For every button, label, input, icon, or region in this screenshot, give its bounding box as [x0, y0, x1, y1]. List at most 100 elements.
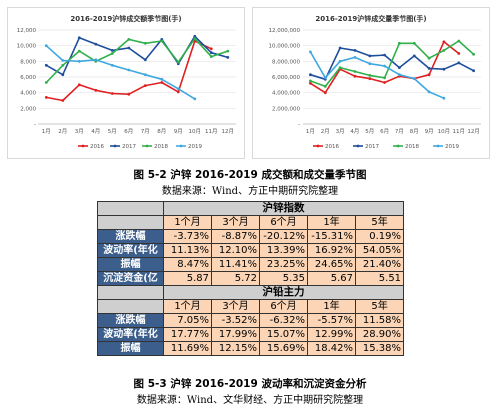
- data-point: [383, 76, 386, 80]
- data-point: [209, 47, 213, 51]
- column-header: 1年: [307, 215, 356, 230]
- table-cell: 5.51: [354, 271, 405, 286]
- data-point: [160, 39, 164, 43]
- data-point: [442, 49, 446, 52]
- table-section-header: 沪锌指数: [97, 201, 405, 216]
- row-label: 波动率(年化: [97, 243, 164, 258]
- x-tick-label: 5月: [365, 128, 374, 135]
- x-tick-label: 11月: [205, 128, 218, 135]
- data-point: [457, 61, 461, 65]
- table-cell: 15.07%: [259, 327, 308, 342]
- figure-5-3-source: 数据来源：Wind、文华财经、方正中期研究院整理: [136, 395, 364, 406]
- table-row: 波动率(年化 11.13% 12.10% 13.39% 16.92% 54.05…: [97, 243, 405, 258]
- row-label: 振幅: [97, 341, 164, 356]
- data-point: [209, 51, 213, 55]
- data-point: [353, 74, 357, 78]
- x-tick-label: 5月: [108, 128, 117, 135]
- column-header: 1年: [307, 299, 356, 314]
- data-point: [353, 56, 357, 59]
- table-cell: 5.72: [211, 271, 260, 286]
- legend-marker: [113, 144, 117, 148]
- y-tick-label: -: [34, 122, 36, 128]
- figure-5-3-caption: 图 5-3 沪锌 2016-2019 波动率和沉淀资金分析: [133, 378, 367, 390]
- table-cell: 15.38%: [354, 341, 405, 356]
- data-point: [472, 69, 475, 73]
- table-cell: 11.58%: [354, 313, 405, 328]
- x-tick-label: 1月: [306, 128, 315, 135]
- x-tick-label: 6月: [380, 128, 389, 135]
- column-header: 5年: [354, 299, 405, 314]
- table-column-header-row: 1个月 3个月 6个月 1年 5年: [97, 299, 405, 314]
- chart-title: 2016-2019沪锌成交量季节图(手): [315, 14, 426, 23]
- data-point: [209, 55, 213, 58]
- data-point: [143, 58, 147, 62]
- legend-label: 2019: [188, 144, 202, 150]
- data-point: [110, 52, 114, 55]
- data-point: [368, 77, 372, 80]
- x-tick-label: 3月: [336, 128, 345, 135]
- data-point: [368, 74, 372, 77]
- data-point: [77, 49, 81, 53]
- legend-marker: [316, 144, 320, 148]
- table-cell: 12.10%: [211, 243, 260, 258]
- data-point: [412, 54, 416, 58]
- table-cell: 7.05%: [163, 313, 212, 328]
- table-cell: 11.41%: [211, 257, 260, 272]
- table-row: 振幅 11.69% 12.15% 15.69% 18.42% 15.38%: [97, 341, 405, 356]
- data-point: [412, 41, 416, 45]
- table-cell: -3.52%: [211, 313, 260, 328]
- column-header: 6个月: [259, 215, 308, 230]
- table-cell: 5.67: [307, 271, 356, 286]
- table-cell: 17.99%: [211, 327, 260, 342]
- figure-5-2-source: 数据来源：Wind、方正中期研究院整理: [161, 186, 339, 197]
- legend-label: 2017: [122, 144, 136, 150]
- data-point: [44, 81, 48, 84]
- table-cell: 8.47%: [163, 257, 212, 272]
- legend-marker: [356, 144, 360, 148]
- series-line-2019: [45, 45, 196, 100]
- data-point: [309, 73, 312, 77]
- x-tick-label: 9月: [425, 128, 434, 135]
- data-point: [44, 63, 48, 67]
- data-point: [226, 49, 230, 53]
- x-tick-label: 12月: [467, 128, 480, 135]
- data-point: [160, 77, 164, 81]
- table-cell: 13.39%: [259, 243, 308, 258]
- table-cell: 12.99%: [307, 327, 356, 342]
- x-tick-label: 3月: [75, 128, 84, 135]
- data-point: [427, 67, 431, 70]
- data-point: [193, 97, 197, 101]
- data-point: [61, 59, 65, 62]
- data-point: [160, 81, 164, 84]
- data-point: [127, 68, 131, 72]
- table-corner-cell: [97, 201, 164, 216]
- figure-5-2-caption: 图 5-2 沪锌 2016-2019 成交额和成交量季节图: [133, 169, 367, 181]
- table-cell: 24.65%: [307, 257, 356, 272]
- data-point: [353, 49, 357, 52]
- data-point: [323, 91, 327, 95]
- y-tick-label: 4,000,000: [272, 91, 300, 97]
- data-point: [127, 46, 131, 50]
- data-point: [442, 40, 446, 44]
- y-tick-label: 8,000,000: [272, 59, 300, 65]
- data-point: [472, 52, 475, 56]
- data-point: [383, 64, 386, 68]
- column-header: 5年: [354, 215, 405, 230]
- data-point: [61, 73, 65, 77]
- data-point: [61, 63, 65, 67]
- data-point: [110, 49, 114, 52]
- data-point: [176, 60, 180, 64]
- y-tick-label: 12,000: [17, 28, 37, 34]
- data-point: [442, 67, 446, 71]
- row-label: 涨跌幅: [97, 313, 164, 328]
- data-point: [427, 90, 431, 94]
- row-label: 涨跌幅: [97, 229, 164, 244]
- table-cell: 21.40%: [354, 257, 405, 272]
- table-cell: -6.32%: [259, 313, 308, 328]
- table-cell: 11.69%: [163, 341, 212, 356]
- table-cell: -5.57%: [307, 313, 356, 328]
- table-row: 波动率(年化 17.77% 17.99% 15.07% 12.99% 28.90…: [97, 327, 405, 342]
- table-cell: 5.35: [259, 271, 308, 286]
- chart-title: 2016-2019沪锌成交额季节图(手): [70, 14, 181, 23]
- x-tick-label: 9月: [174, 128, 183, 135]
